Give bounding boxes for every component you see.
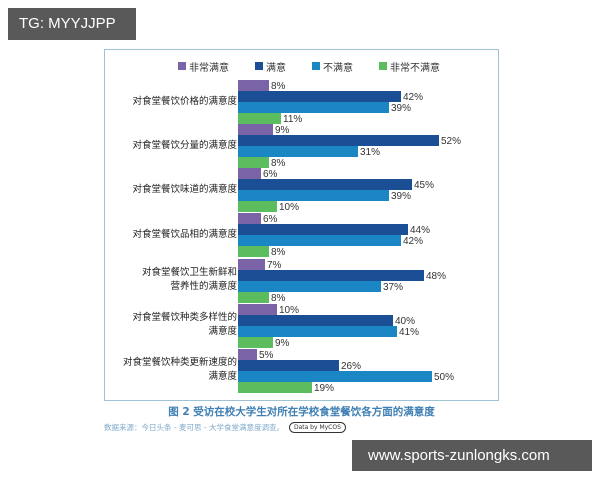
- bar-group: 对食堂餐饮品相的满意度 6% 44% 42% 8%: [104, 213, 499, 258]
- bar-very-satisfied: [238, 259, 265, 270]
- bar-very-dissatisfied: [238, 246, 269, 257]
- category-label-line: 营养性的满意度: [170, 281, 237, 292]
- legend-swatch-icon: [379, 62, 387, 70]
- legend-item: 满意: [255, 59, 286, 74]
- bar-value-label: 8%: [271, 247, 286, 258]
- bar-very-dissatisfied: [238, 113, 281, 124]
- category-label-line: 对食堂餐饮味道的满意度: [132, 184, 237, 195]
- bar-value-label: 8%: [271, 293, 286, 304]
- bar-satisfied: [238, 91, 401, 102]
- bar-very-dissatisfied: [238, 382, 312, 393]
- legend-item: 非常满意: [178, 59, 229, 74]
- chart-caption: 图 2 受访在校大学生对所在学校食堂餐饮各方面的满意度: [168, 406, 435, 418]
- bar-dissatisfied: [238, 281, 381, 292]
- bar-very-satisfied: [238, 349, 257, 360]
- category-label-line: 对食堂餐饮卫生新鲜和: [141, 267, 237, 278]
- bar-group: 对食堂餐饮分量的满意度 9% 52% 31% 8%: [104, 124, 499, 169]
- bar-value-label: 11%: [283, 114, 303, 125]
- legend-swatch-icon: [312, 62, 320, 70]
- category-label: 对食堂餐饮味道的满意度: [87, 183, 237, 197]
- bar-very-satisfied: [238, 304, 277, 315]
- source-text: 数据来源：今日头条 - 麦可思 - 大学食堂满意度调查。: [104, 423, 284, 432]
- legend-label: 非常满意: [189, 62, 229, 74]
- legend-item: 非常不满意: [379, 59, 440, 74]
- legend-swatch-icon: [178, 62, 186, 70]
- mycos-badge: Data by MyCOS: [288, 422, 346, 433]
- bar-value-label: 48%: [426, 271, 447, 282]
- bar-very-dissatisfied: [238, 337, 273, 348]
- bar-value-label: 39%: [391, 191, 412, 202]
- bar-value-label: 52%: [441, 136, 462, 147]
- legend-swatch-icon: [255, 62, 263, 70]
- bar-satisfied: [238, 315, 393, 326]
- bar-value-label: 6%: [263, 169, 278, 180]
- bar-satisfied: [238, 270, 424, 281]
- legend-label: 满意: [266, 62, 286, 74]
- category-label-line: 满意度: [208, 326, 237, 337]
- bar-very-satisfied: [238, 80, 269, 91]
- bar-very-dissatisfied: [238, 157, 269, 168]
- category-label: 对食堂餐饮种类更新速度的满意度: [87, 356, 237, 384]
- bar-very-dissatisfied: [238, 292, 269, 303]
- legend-label: 不满意: [323, 62, 353, 74]
- legend-label: 非常不满意: [390, 62, 440, 74]
- bar-value-label: 8%: [271, 81, 286, 92]
- bar-group: 对食堂餐饮卫生新鲜和营养性的满意度 7% 48% 37% 8%: [104, 259, 499, 304]
- bar-group: 对食堂餐饮种类更新速度的满意度 5% 26% 50% 19%: [104, 349, 499, 394]
- bar-value-label: 5%: [259, 350, 274, 361]
- bar-group: 对食堂餐饮价格的满意度 8% 42% 39% 11%: [104, 80, 499, 125]
- bar-satisfied: [238, 224, 408, 235]
- bar-value-label: 31%: [360, 147, 381, 158]
- bar-dissatisfied: [238, 190, 389, 201]
- legend-item: 不满意: [312, 59, 353, 74]
- bar-value-label: 10%: [279, 202, 300, 213]
- bar-value-label: 7%: [267, 260, 282, 271]
- category-label: 对食堂餐饮品相的满意度: [87, 228, 237, 242]
- bar-group: 对食堂餐饮味道的满意度 6% 45% 39% 10%: [104, 168, 499, 213]
- category-label-line: 对食堂餐饮价格的满意度: [132, 96, 237, 107]
- bar-satisfied: [238, 179, 412, 190]
- bar-dissatisfied: [238, 146, 358, 157]
- bar-dissatisfied: [238, 102, 389, 113]
- watermark-top: TG: MYYJJPP: [8, 8, 136, 40]
- bar-value-label: 40%: [395, 316, 416, 327]
- bar-satisfied: [238, 360, 339, 371]
- bar-value-label: 9%: [275, 125, 290, 136]
- category-label: 对食堂餐饮分量的满意度: [87, 139, 237, 153]
- category-label: 对食堂餐饮价格的满意度: [87, 95, 237, 109]
- bar-value-label: 44%: [410, 225, 431, 236]
- bar-value-label: 42%: [403, 92, 424, 103]
- bar-very-satisfied: [238, 213, 261, 224]
- bar-value-label: 9%: [275, 338, 290, 349]
- bar-value-label: 50%: [434, 372, 455, 383]
- watermark-bottom: www.sports-zunlongks.com: [352, 440, 592, 471]
- chart-legend: 非常满意 满意 不满意 非常不满意: [178, 59, 466, 74]
- category-label-line: 对食堂餐饮种类更新速度的: [122, 357, 237, 368]
- bar-value-label: 8%: [271, 158, 286, 169]
- category-label-line: 对食堂餐饮品相的满意度: [132, 229, 237, 240]
- bar-value-label: 19%: [314, 383, 335, 394]
- category-label-line: 对食堂餐饮分量的满意度: [132, 140, 237, 151]
- category-label: 对食堂餐饮种类多样性的满意度: [87, 311, 237, 339]
- bar-value-label: 39%: [391, 103, 412, 114]
- bar-value-label: 6%: [263, 214, 278, 225]
- bar-very-satisfied: [238, 168, 261, 179]
- category-label-line: 满意度: [208, 371, 237, 382]
- bar-value-label: 10%: [279, 305, 300, 316]
- bar-group: 对食堂餐饮种类多样性的满意度 10% 40% 41% 9%: [104, 304, 499, 349]
- bar-dissatisfied: [238, 371, 432, 382]
- bar-very-dissatisfied: [238, 201, 277, 212]
- bar-dissatisfied: [238, 235, 401, 246]
- bar-dissatisfied: [238, 326, 397, 337]
- bar-value-label: 37%: [383, 282, 404, 293]
- bar-value-label: 41%: [399, 327, 420, 338]
- category-label: 对食堂餐饮卫生新鲜和营养性的满意度: [87, 266, 237, 294]
- bar-satisfied: [238, 135, 439, 146]
- bar-value-label: 42%: [403, 236, 424, 247]
- category-label-line: 对食堂餐饮种类多样性的: [132, 312, 237, 323]
- chart-source: 数据来源：今日头条 - 麦可思 - 大学食堂满意度调查。 Data by MyC…: [104, 422, 346, 433]
- bar-value-label: 45%: [414, 180, 435, 191]
- bar-value-label: 26%: [341, 361, 362, 372]
- bar-very-satisfied: [238, 124, 273, 135]
